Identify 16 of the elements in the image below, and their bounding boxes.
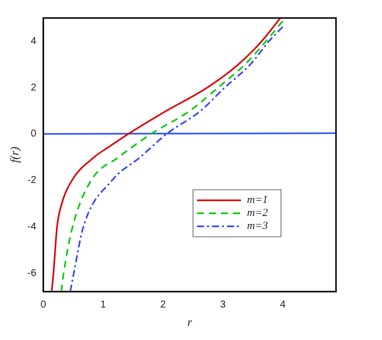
x-tick-label: 3: [220, 299, 226, 310]
y-axis-title: f(r): [7, 146, 22, 163]
y-tick-label: -4: [27, 221, 37, 232]
y-tick-label: 4: [30, 36, 37, 47]
y-tick-label: -6: [27, 268, 37, 279]
x-tick-label: 4: [280, 299, 286, 310]
legend-label: m=3: [247, 220, 268, 232]
legend-label: m=1: [247, 194, 268, 206]
x-tick-label: 2: [160, 299, 166, 310]
y-tick-label: -2: [27, 175, 37, 186]
x-tick-label: 1: [100, 299, 106, 310]
y-tick-label: 0: [30, 128, 37, 140]
y-tick-label: 2: [30, 82, 37, 94]
x-tick-label: 0: [40, 299, 47, 310]
x-axis-title: r: [187, 314, 192, 329]
legend-label: m=2: [247, 207, 268, 220]
